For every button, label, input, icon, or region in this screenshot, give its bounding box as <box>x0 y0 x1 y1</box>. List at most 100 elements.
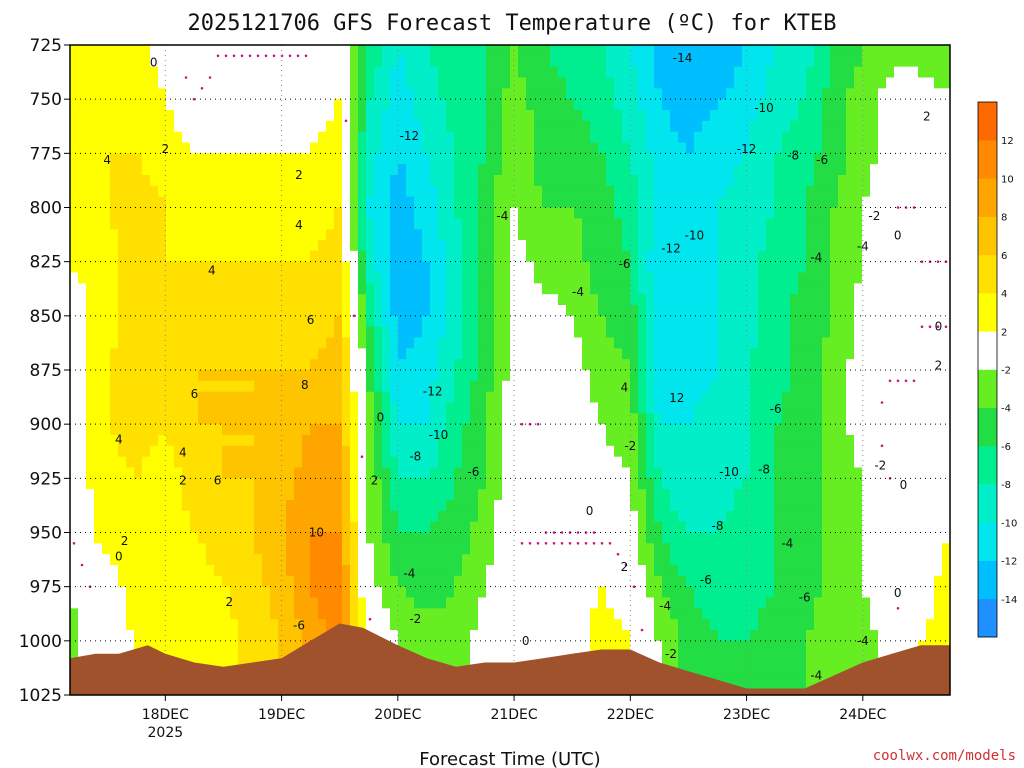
temperature-cell <box>462 543 471 555</box>
temperature-cell <box>294 164 303 176</box>
temperature-cell <box>494 489 503 501</box>
temperature-cell <box>302 402 311 414</box>
temperature-cell <box>102 45 111 57</box>
temperature-cell <box>414 359 423 371</box>
temperature-cell <box>94 272 103 284</box>
temperature-cell <box>310 45 319 57</box>
temperature-cell <box>118 608 127 620</box>
temperature-cell <box>302 359 311 371</box>
temperature-cell <box>102 240 111 252</box>
temperature-cell <box>510 521 519 534</box>
temperature-cell <box>606 413 615 425</box>
temperature-cell <box>246 651 255 664</box>
temperature-cell <box>102 630 111 642</box>
temperature-cell <box>270 456 279 469</box>
temperature-cell <box>470 489 479 501</box>
temperature-cell <box>86 586 95 599</box>
temperature-cell <box>150 250 159 263</box>
temperature-cell <box>310 402 319 414</box>
temperature-cell <box>534 424 543 436</box>
temperature-cell <box>510 218 519 230</box>
temperature-cell <box>110 315 119 328</box>
temperature-cell <box>718 218 727 230</box>
temperature-cell <box>390 261 399 274</box>
temperature-cell <box>422 305 431 317</box>
temperature-cell <box>70 489 79 501</box>
temperature-cell <box>142 337 151 349</box>
temperature-cell <box>454 326 463 339</box>
temperature-cell <box>246 240 255 252</box>
temperature-cell <box>502 554 511 566</box>
temperature-cell <box>406 326 415 339</box>
temperature-cell <box>686 630 695 642</box>
temperature-cell <box>278 478 287 490</box>
temperature-cell <box>462 391 471 404</box>
temperature-cell <box>694 630 703 642</box>
temperature-cell <box>614 370 623 382</box>
temperature-cell <box>166 510 175 523</box>
temperature-cell <box>158 272 167 284</box>
temperature-cell <box>166 55 175 68</box>
temperature-cell <box>334 294 343 306</box>
temperature-cell <box>694 532 703 544</box>
temperature-cell <box>718 640 727 653</box>
temperature-cell <box>198 510 207 523</box>
temperature-cell <box>646 185 655 198</box>
temperature-cell <box>158 88 167 100</box>
temperature-cell <box>366 586 375 599</box>
temperature-cell <box>446 45 455 57</box>
temperature-cell <box>222 164 231 176</box>
temperature-cell <box>334 467 343 479</box>
temperature-cell <box>406 250 415 263</box>
temperature-cell <box>614 521 623 534</box>
temperature-cell <box>246 110 255 122</box>
temperature-cell <box>286 120 295 133</box>
temperature-cell <box>422 402 431 414</box>
temperature-cell <box>526 207 535 219</box>
temperature-cell <box>150 305 159 317</box>
temperature-cell <box>358 337 367 349</box>
temperature-cell <box>374 185 383 198</box>
temperature-cell <box>326 597 335 609</box>
temperature-cell <box>374 45 383 57</box>
temperature-cell <box>342 608 351 620</box>
temperature-cell <box>294 272 303 284</box>
temperature-cell <box>430 185 439 198</box>
temperature-cell <box>678 66 687 79</box>
temperature-cell <box>710 445 719 458</box>
temperature-cell <box>206 45 215 57</box>
temperature-cell <box>366 445 375 458</box>
temperature-cell <box>502 45 511 57</box>
temperature-cell <box>582 467 591 479</box>
temperature-cell <box>222 142 231 154</box>
temperature-cell <box>542 305 551 317</box>
temperature-cell <box>278 240 287 252</box>
temperature-cell <box>462 565 471 577</box>
temperature-cell <box>454 619 463 631</box>
temperature-cell <box>534 229 543 241</box>
temperature-cell <box>438 478 447 490</box>
temperature-cell <box>582 489 591 501</box>
temperature-cell <box>342 565 351 577</box>
temperature-cell <box>470 543 479 555</box>
temperature-cell <box>646 175 655 187</box>
temperature-cell <box>502 391 511 404</box>
temperature-cell <box>254 305 263 317</box>
temperature-cell <box>542 88 551 100</box>
temperature-cell <box>462 597 471 609</box>
temperature-cell <box>318 348 327 360</box>
temperature-cell <box>142 294 151 306</box>
temperature-cell <box>358 348 367 360</box>
temperature-cell <box>102 478 111 490</box>
temperature-cell <box>518 619 527 631</box>
temperature-cell <box>422 175 431 187</box>
temperature-cell <box>550 359 559 371</box>
temperature-cell <box>518 142 527 154</box>
temperature-cell <box>582 380 591 393</box>
temperature-cell <box>126 207 135 219</box>
temperature-cell <box>726 662 735 674</box>
temperature-cell <box>670 597 679 609</box>
temperature-cell <box>566 207 575 219</box>
temperature-cell <box>182 565 191 577</box>
temperature-cell <box>398 619 407 631</box>
